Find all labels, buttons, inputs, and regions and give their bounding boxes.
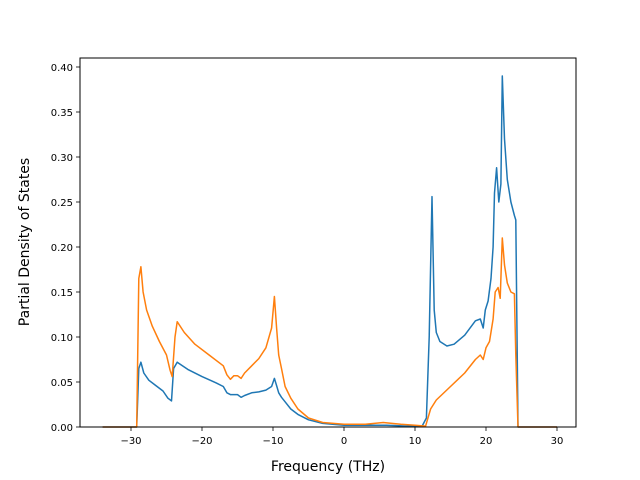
x-axis-label: Frequency (THz) bbox=[271, 459, 385, 475]
y-tick-label: 0.40 bbox=[51, 63, 73, 74]
series-layer bbox=[102, 75, 557, 428]
y-axis-label: Partial Density of States bbox=[17, 158, 33, 326]
x-tick-label: −10 bbox=[262, 436, 283, 447]
line-series-1 bbox=[102, 75, 557, 428]
y-tick-label: 0.20 bbox=[51, 243, 73, 254]
x-tick-label: 0 bbox=[341, 436, 347, 447]
y-tick-label: 0.25 bbox=[51, 198, 73, 209]
y-tick-label: 0.15 bbox=[51, 288, 73, 299]
x-tick-label: −20 bbox=[191, 436, 212, 447]
x-tick-label: −30 bbox=[120, 436, 141, 447]
line-series-2 bbox=[102, 237, 557, 428]
y-tick-label: 0.10 bbox=[51, 333, 73, 344]
y-tick-label: 0.30 bbox=[51, 153, 73, 164]
x-tick-label: 20 bbox=[480, 436, 493, 447]
x-tick-label: 30 bbox=[551, 436, 564, 447]
y-tick-label: 0.00 bbox=[51, 423, 73, 434]
axes-frame bbox=[79, 57, 577, 428]
x-tick-label: 10 bbox=[409, 436, 422, 447]
y-tick-label: 0.05 bbox=[51, 378, 73, 389]
y-axis-ticks: 0.00 0.05 0.10 0.15 0.20 0.25 0.30 0.35 0.40 bbox=[51, 63, 80, 434]
y-tick-label: 0.35 bbox=[51, 108, 73, 119]
x-axis-ticks: −30 −20 −10 0 10 20 30 bbox=[120, 427, 563, 447]
